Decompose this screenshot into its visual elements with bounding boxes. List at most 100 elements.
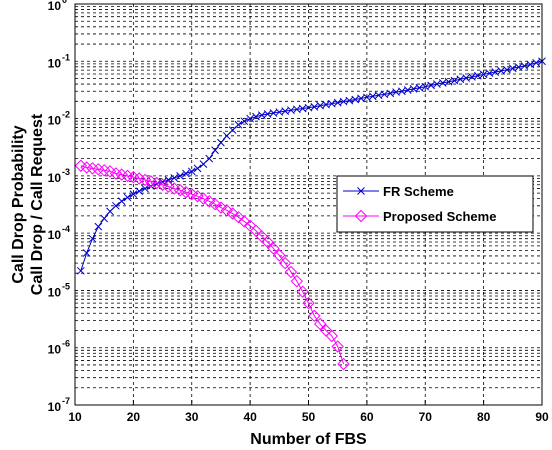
data-point xyxy=(278,256,292,270)
data-point xyxy=(473,71,482,80)
y-tick-exponent: -4 xyxy=(62,224,70,234)
y-tick-exponent: -5 xyxy=(62,281,70,291)
y-axis-label-line1: Call Drop Probability xyxy=(10,125,27,283)
data-point xyxy=(386,89,395,98)
data-point xyxy=(208,197,222,211)
y-tick-exponent: -6 xyxy=(62,339,70,349)
y-tick-label: 10 xyxy=(48,228,62,242)
data-point xyxy=(141,184,149,193)
legend-box xyxy=(336,175,534,233)
axis-ticks: 10 20 30 40 50 60 70 80 9010-710-610-510-410-310… xyxy=(48,0,549,424)
data-point xyxy=(217,138,225,147)
data-point xyxy=(514,63,523,72)
data-point xyxy=(273,249,286,262)
legend-marker xyxy=(357,187,365,195)
data-point xyxy=(88,234,97,243)
data-point xyxy=(508,64,517,73)
y-tick-label: 10 xyxy=(48,171,62,185)
legend-item: Proposed Scheme xyxy=(343,209,496,224)
data-point xyxy=(112,201,120,210)
data-point xyxy=(310,103,319,111)
series-line xyxy=(80,165,344,365)
legend-marker xyxy=(354,209,368,223)
x-tick-label: 30 xyxy=(185,410,199,424)
data-point xyxy=(532,58,541,67)
y-tick-exponent: -2 xyxy=(62,110,70,120)
data-point xyxy=(240,117,249,126)
legend-label: FR Scheme xyxy=(383,184,454,199)
data-point xyxy=(284,265,298,279)
data-point xyxy=(243,219,257,232)
data-point xyxy=(485,69,494,78)
x-tick-label: 40 xyxy=(243,410,257,424)
data-point xyxy=(302,296,315,310)
data-point xyxy=(246,114,254,123)
data-point xyxy=(456,75,465,84)
data-point xyxy=(520,62,529,70)
y-tick-exponent: -7 xyxy=(62,396,70,406)
data-point xyxy=(526,60,535,69)
x-tick-label: 10 xyxy=(68,410,82,424)
data-point xyxy=(238,215,251,228)
data-point xyxy=(433,80,441,88)
data-point xyxy=(313,317,327,331)
data-point xyxy=(193,164,202,173)
y-tick-exponent: 0 xyxy=(62,0,67,5)
data-point xyxy=(74,159,88,172)
data-point xyxy=(214,201,228,214)
y-tick-label: 10 xyxy=(48,400,62,414)
data-point xyxy=(325,329,339,343)
y-tick-label: 10 xyxy=(48,285,62,299)
data-point xyxy=(267,242,280,255)
data-point xyxy=(220,204,233,217)
data-point xyxy=(76,266,85,275)
y-tick-label: 10 xyxy=(48,343,62,357)
legend-item: FR Scheme xyxy=(343,184,454,199)
y-axis-label-line2: Call Drop / Call Request xyxy=(29,113,46,295)
series-line xyxy=(80,60,543,271)
data-point xyxy=(129,190,138,198)
data-point xyxy=(421,82,430,91)
data-point xyxy=(427,81,435,90)
data-point xyxy=(205,154,214,163)
series-fr-scheme xyxy=(76,57,546,275)
data-point xyxy=(503,65,511,74)
data-point xyxy=(226,207,239,220)
x-tick-label: 80 xyxy=(477,410,491,424)
data-point xyxy=(182,169,190,178)
y-tick-exponent: -3 xyxy=(62,167,70,177)
data-point xyxy=(232,210,245,224)
y-tick-label: 10 xyxy=(48,56,62,70)
data-point xyxy=(211,146,219,155)
data-point xyxy=(331,340,344,353)
data-point xyxy=(462,74,470,82)
data-point xyxy=(187,167,196,176)
x-tick-label: 90 xyxy=(535,410,549,424)
data-point xyxy=(100,214,109,223)
y-tick-label: 10 xyxy=(48,114,62,128)
data-point xyxy=(123,193,132,202)
data-point xyxy=(197,192,210,205)
data-point xyxy=(191,190,204,203)
y-tick-label: 10 xyxy=(48,0,62,13)
data-point xyxy=(94,222,103,231)
x-tick-label: 20 xyxy=(127,410,141,424)
x-tick-label: 60 xyxy=(360,410,374,424)
data-point xyxy=(135,187,144,196)
data-point xyxy=(290,274,304,288)
data-point xyxy=(398,87,406,96)
data-point xyxy=(479,70,488,79)
data-point xyxy=(203,195,216,208)
data-point xyxy=(82,249,91,257)
data-point xyxy=(234,120,243,129)
series-layer xyxy=(74,57,546,371)
data-point xyxy=(170,174,179,182)
legend: FR Scheme Proposed Scheme xyxy=(336,175,534,233)
data-point xyxy=(337,357,350,371)
data-point xyxy=(252,112,260,121)
data-point xyxy=(296,285,309,298)
data-point xyxy=(117,197,126,206)
data-point xyxy=(176,172,184,180)
data-point xyxy=(450,76,459,85)
